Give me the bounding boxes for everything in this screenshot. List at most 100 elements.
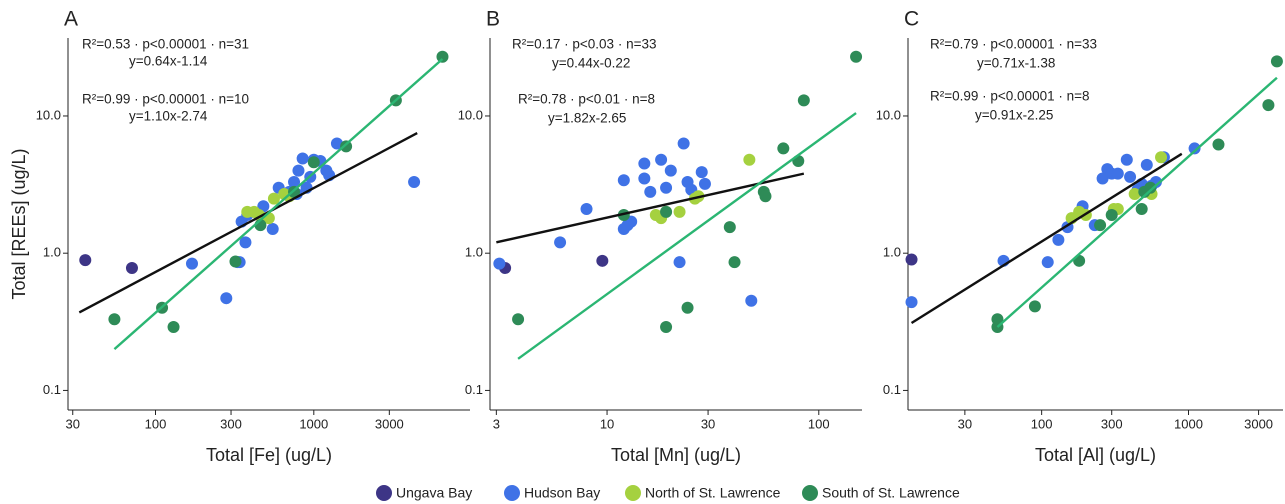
x-tick-label: 3000	[1244, 416, 1273, 431]
y-tick-label: 1.0	[883, 245, 901, 260]
data-point	[296, 152, 309, 165]
y-tick-label: 0.1	[883, 382, 901, 397]
data-point	[340, 140, 353, 153]
legend-label: North of St. Lawrence	[645, 485, 781, 501]
y-tick-label: 10.0	[876, 107, 901, 122]
legend: Ungava Bay Hudson Bay North of St. Lawrenc…	[376, 485, 960, 501]
data-point	[292, 164, 305, 177]
data-point	[167, 320, 180, 333]
stats-annotation: y=1.82x-2.65	[548, 111, 626, 126]
data-point	[125, 262, 138, 275]
data-point	[905, 296, 918, 309]
data-point	[638, 172, 651, 185]
x-tick-label: 1000	[1174, 416, 1203, 431]
data-point	[673, 256, 686, 269]
panel: 0.1 1.0 10.0 30 100 300 1000 3000 C Total [Al] (u…	[876, 8, 1283, 465]
data-point	[1140, 158, 1153, 171]
data-point	[220, 292, 233, 305]
data-point	[991, 313, 1004, 326]
data-point	[596, 254, 609, 267]
data-point	[1144, 181, 1157, 194]
x-tick-label: 100	[808, 416, 830, 431]
data-point	[695, 166, 708, 179]
data-point	[759, 190, 772, 203]
stats-annotation: y=0.64x-1.14	[129, 54, 208, 69]
legend-swatch	[504, 485, 520, 501]
data-point	[239, 236, 252, 249]
stats-annotation: R²=0.78 · p<0.01 · n=8	[518, 92, 655, 107]
fit-line	[496, 172, 805, 244]
legend-swatch	[376, 485, 392, 501]
fit-line	[517, 112, 857, 360]
data-point	[229, 255, 242, 268]
data-point	[267, 192, 280, 205]
data-point	[1120, 153, 1133, 166]
fit-line	[78, 132, 418, 314]
y-tick-label: 0.1	[465, 382, 483, 397]
stats-annotation: R²=0.99 · p<0.00001 · n=10	[82, 92, 249, 107]
x-tick-label: 30	[701, 416, 715, 431]
data-point	[905, 253, 918, 266]
data-point	[1111, 167, 1124, 180]
data-point	[664, 164, 677, 177]
fit-line	[910, 152, 1183, 325]
legend-label: South of St. Lawrence	[822, 485, 960, 501]
data-point	[1105, 208, 1118, 221]
data-point	[1052, 233, 1065, 246]
data-point	[677, 137, 690, 150]
data-point	[512, 313, 525, 326]
data-point	[307, 156, 320, 169]
x-tick-label: 30	[958, 416, 972, 431]
data-point	[1155, 151, 1168, 164]
y-tick-label: 0.1	[43, 382, 61, 397]
stats-annotation: R²=0.53 · p<0.00001 · n=31	[82, 37, 249, 52]
data-point	[108, 313, 121, 326]
data-point	[673, 205, 686, 218]
stats-annotation: y=0.44x-0.22	[552, 56, 630, 71]
data-point	[408, 176, 421, 189]
data-point	[79, 254, 92, 267]
data-point	[655, 153, 668, 166]
fit-line	[996, 76, 1278, 328]
data-point	[660, 205, 673, 218]
data-point	[638, 157, 651, 170]
data-point	[1188, 142, 1201, 155]
data-point	[777, 142, 790, 155]
fit-line	[113, 58, 444, 351]
x-axis-title: Total [Fe] (ug/L)	[206, 445, 332, 465]
x-tick-label: 3000	[375, 416, 404, 431]
data-point	[1135, 202, 1148, 215]
data-point	[1270, 55, 1283, 68]
panel: 0.1 1.0 10.0 30 100 300 1000 3000 A Total [Fe] (u…	[9, 8, 470, 465]
data-point	[621, 219, 634, 232]
data-point	[330, 137, 343, 150]
data-point	[797, 94, 810, 107]
data-point	[1124, 170, 1137, 183]
data-point	[617, 174, 630, 187]
y-tick-label: 10.0	[36, 107, 61, 122]
x-tick-label: 3	[493, 416, 500, 431]
y-tick-label: 1.0	[43, 245, 61, 260]
x-tick-label: 300	[220, 416, 242, 431]
x-tick-label: 300	[1101, 416, 1123, 431]
stats-annotation: R²=0.17 · p<0.03 · n=33	[512, 37, 656, 52]
data-point	[1212, 138, 1225, 151]
x-tick-label: 10	[600, 416, 614, 431]
data-point	[1041, 256, 1054, 269]
data-point	[1262, 99, 1275, 112]
stats-annotation: y=0.71x-1.38	[977, 56, 1055, 71]
x-tick-label: 1000	[299, 416, 328, 431]
y-tick-label: 10.0	[458, 107, 483, 122]
data-point	[743, 153, 756, 166]
panel: 0.1 1.0 10.0 3 10 30 100 B Total [Mn] (ug/L) R²=0…	[458, 8, 863, 465]
data-point	[681, 301, 694, 314]
x-tick-label: 100	[1031, 416, 1053, 431]
panel-label: B	[486, 8, 500, 31]
data-point	[288, 176, 301, 189]
stats-annotation: y=1.10x-2.74	[129, 109, 208, 124]
x-axis-title: Total [Al] (ug/L)	[1035, 445, 1156, 465]
stats-annotation: R²=0.79 · p<0.00001 · n=33	[930, 37, 1097, 52]
y-axis-title: Total [REEs] (ug/L)	[9, 148, 29, 299]
data-point	[728, 256, 741, 269]
panel-label: C	[904, 8, 919, 31]
